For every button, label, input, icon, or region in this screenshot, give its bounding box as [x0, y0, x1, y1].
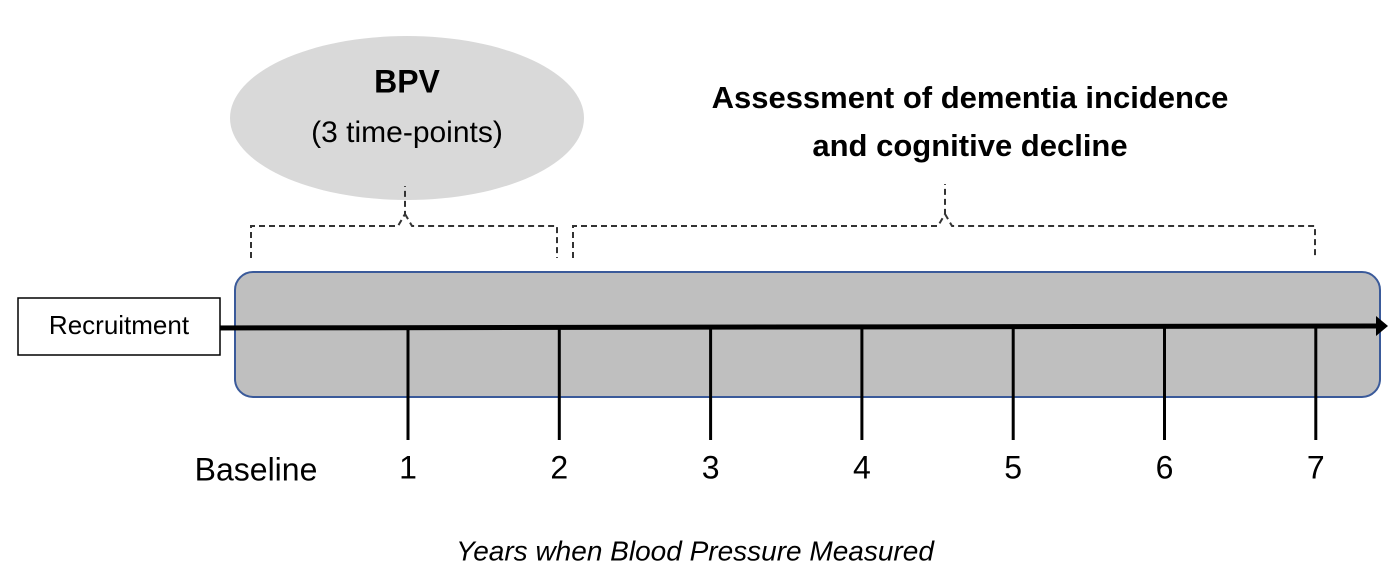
bpv-bracket — [250, 186, 558, 258]
tick-label: 7 — [1307, 449, 1325, 485]
axis-arrowhead — [1376, 316, 1388, 336]
axis-label: Years when Blood Pressure Measured — [456, 535, 935, 566]
tick-label: 6 — [1156, 449, 1174, 485]
tick-label: Baseline — [195, 451, 318, 487]
assessment-bracket — [572, 184, 1316, 258]
recruitment-box — [17, 297, 221, 356]
bpv-ellipse — [230, 36, 584, 200]
bpv-subtitle: (3 time-points) — [311, 116, 503, 149]
assessment-line: Assessment of dementia incidence — [712, 80, 1229, 115]
tick-label: 1 — [399, 449, 417, 485]
bpv-title: BPV — [374, 63, 440, 99]
tick-label: 4 — [853, 449, 871, 485]
tick-label: 2 — [550, 449, 568, 485]
time-axis — [204, 323, 1377, 331]
tick-label: 5 — [1004, 449, 1022, 485]
assessment-line: and cognitive decline — [812, 128, 1127, 163]
tick-label: 3 — [702, 449, 720, 485]
recruitment-label: Recruitment — [49, 310, 190, 340]
follow-up-band — [234, 271, 1381, 398]
tick-group: Baseline 1 2 3 4 5 6 7 — [195, 328, 1325, 487]
